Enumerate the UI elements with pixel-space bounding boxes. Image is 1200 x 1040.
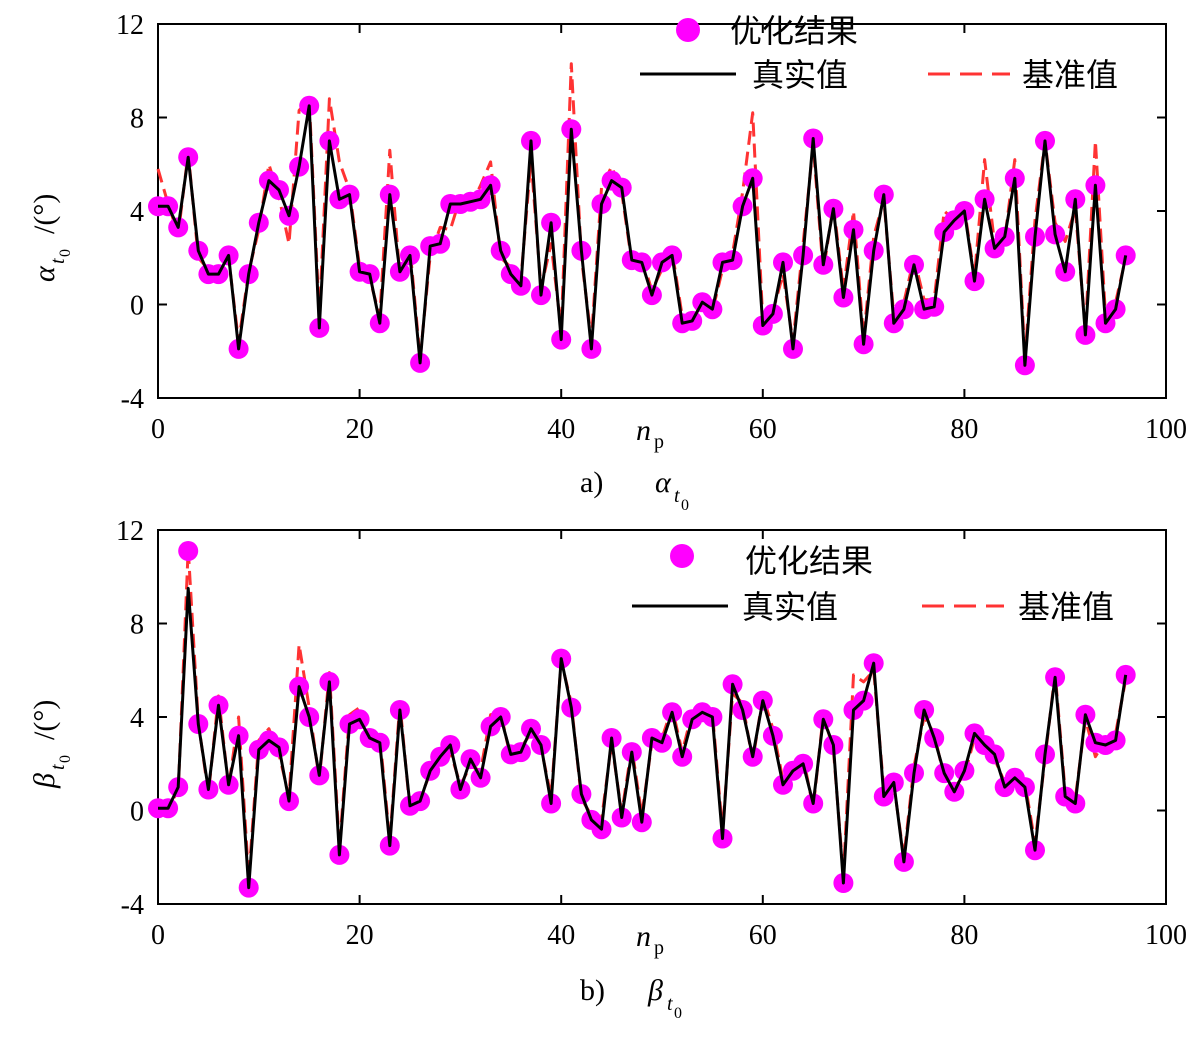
caption-subscript: t [667, 993, 673, 1015]
legend-label-true: 真实值 [742, 589, 838, 625]
true-series [158, 104, 1128, 367]
ylabel-subscript: t [47, 258, 69, 264]
x-tick-label: 60 [749, 414, 777, 445]
plot-frame [157, 23, 1167, 399]
x-tick-label: 20 [346, 414, 374, 445]
y-tick-label: 0 [130, 291, 144, 322]
legend-marker-opt [670, 544, 694, 568]
x-tick-label: 60 [749, 920, 777, 951]
panel-label: b) [580, 974, 605, 1007]
true-line [158, 104, 1128, 367]
ylabel-unit: /(°) [28, 194, 61, 234]
legend-label-base: 基准值 [1018, 589, 1114, 625]
legend-label-base: 基准值 [1022, 57, 1118, 93]
x-tick-label: 20 [346, 920, 374, 951]
caption-subscript: t [674, 485, 680, 507]
y-tick-label: 8 [130, 610, 144, 641]
ylabel-subscript: t [47, 764, 69, 770]
x-tick-label: 100 [1145, 920, 1187, 951]
xlabel-sub: p [654, 937, 664, 959]
x-tick-label: 0 [151, 414, 165, 445]
caption-subsubscript: 0 [674, 1005, 682, 1022]
legend-label-true: 真实值 [752, 57, 848, 93]
ylabel-subsubscript: 0 [57, 755, 74, 763]
y-tick-label: 4 [130, 703, 144, 734]
optimized-point [178, 541, 199, 561]
optimized-markers [148, 95, 1136, 376]
caption-symbol: α [655, 466, 672, 499]
xlabel-main: n [636, 920, 651, 953]
legend-label-opt: 优化结果 [730, 13, 858, 49]
x-tick-label: 80 [950, 920, 978, 951]
y-tick-label: 8 [130, 104, 144, 135]
y-tick-label: 0 [130, 797, 144, 828]
panel-label: a) [580, 466, 603, 499]
true-line [158, 586, 1128, 890]
ylabel-unit: /(°) [28, 700, 61, 740]
xlabel-sub: p [654, 431, 664, 453]
y-tick-label: 12 [116, 516, 144, 547]
x-tick-label: 40 [547, 414, 575, 445]
legend-label-opt: 优化结果 [745, 543, 873, 579]
ylabel-subsubscript: 0 [57, 249, 74, 257]
legend: 优化结果 真实值 基准值 [632, 543, 1114, 625]
y-tick-label: 12 [116, 10, 144, 41]
x-tick-label: 40 [547, 920, 575, 951]
x-tick-label: 100 [1145, 414, 1187, 445]
ylabel-symbol: α [28, 265, 61, 282]
y-axis-label: α t 0 /(°) [28, 194, 74, 282]
ylabel-symbol: β [28, 773, 61, 789]
caption-subsubscript: 0 [681, 497, 689, 514]
y-tick-label: -4 [121, 890, 144, 921]
x-tick-label: 0 [151, 920, 165, 951]
xlabel-main: n [636, 414, 651, 447]
x-tick-label: 80 [950, 414, 978, 445]
y-axis-label: β t 0 /(°) [28, 700, 74, 789]
legend-marker-opt [676, 18, 700, 42]
y-tick-label: 4 [130, 197, 144, 228]
legend: 优化结果 真实值 基准值 [640, 13, 1118, 93]
y-tick-label: -4 [121, 384, 144, 415]
caption-symbol: β [647, 974, 663, 1007]
true-series [158, 586, 1128, 890]
